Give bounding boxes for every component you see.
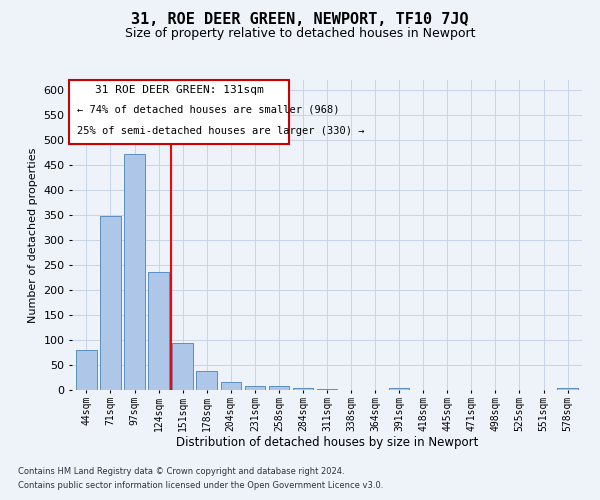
- Bar: [196, 371, 217, 390]
- Bar: [245, 386, 265, 390]
- Bar: [172, 342, 193, 390]
- FancyBboxPatch shape: [70, 80, 289, 144]
- Bar: [221, 382, 241, 390]
- Bar: [124, 154, 145, 390]
- Text: Size of property relative to detached houses in Newport: Size of property relative to detached ho…: [125, 28, 475, 40]
- Text: 25% of semi-detached houses are larger (330) →: 25% of semi-detached houses are larger (…: [77, 126, 365, 136]
- Bar: [389, 388, 409, 390]
- Bar: [76, 350, 97, 390]
- Text: Contains public sector information licensed under the Open Government Licence v3: Contains public sector information licen…: [18, 481, 383, 490]
- Bar: [317, 388, 337, 390]
- X-axis label: Distribution of detached houses by size in Newport: Distribution of detached houses by size …: [176, 436, 478, 450]
- Bar: [100, 216, 121, 390]
- Text: 31 ROE DEER GREEN: 131sqm: 31 ROE DEER GREEN: 131sqm: [95, 84, 263, 94]
- Text: ← 74% of detached houses are smaller (968): ← 74% of detached houses are smaller (96…: [77, 105, 340, 115]
- Y-axis label: Number of detached properties: Number of detached properties: [28, 148, 38, 322]
- Text: Contains HM Land Registry data © Crown copyright and database right 2024.: Contains HM Land Registry data © Crown c…: [18, 467, 344, 476]
- Bar: [269, 386, 289, 390]
- Bar: [557, 388, 578, 390]
- Bar: [148, 272, 169, 390]
- Bar: [293, 388, 313, 390]
- Text: 31, ROE DEER GREEN, NEWPORT, TF10 7JQ: 31, ROE DEER GREEN, NEWPORT, TF10 7JQ: [131, 12, 469, 28]
